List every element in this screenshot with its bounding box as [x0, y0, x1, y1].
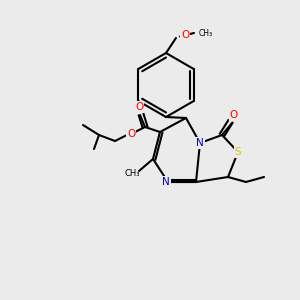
Text: O: O — [135, 102, 143, 112]
Text: N: N — [196, 138, 204, 148]
Text: N: N — [162, 177, 170, 187]
Text: S: S — [235, 147, 241, 157]
Text: CH₃: CH₃ — [124, 169, 140, 178]
Text: O: O — [127, 129, 135, 139]
Text: O: O — [230, 110, 238, 120]
Text: CH₃: CH₃ — [199, 28, 213, 38]
Text: O: O — [181, 30, 189, 40]
Text: O: O — [181, 30, 189, 40]
